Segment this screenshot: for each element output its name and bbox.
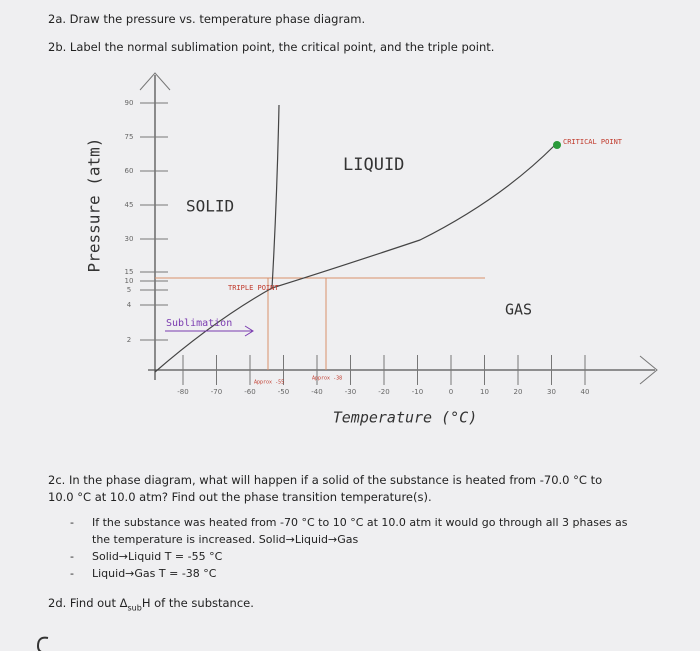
y-tick-label: 90 [125,99,134,107]
melting-curve [271,104,280,289]
answer: - Solid→Liquid T = -55 °C [70,550,223,563]
sublimation-curve [154,287,273,373]
q2d-text: H of the substance. [141,596,254,610]
y-tick-label: 45 [125,201,134,209]
y-tick-label: 30 [125,235,134,243]
answer-text: If the substance was heated from -70 °C … [92,516,628,546]
y-tick-label: 75 [125,133,134,141]
y-tick-label: 4 [127,301,132,309]
question-2a: 2a. Draw the pressure vs. temperature ph… [48,12,366,26]
liquid-label: LIQUID [343,155,404,175]
sublimation-label: Sublimation [166,318,232,329]
x-tick-label: 0 [449,388,453,396]
question-2d: 2d. Find out ΔsubH of the substance. [48,596,254,612]
x-label: Temperature (°C) [333,409,478,427]
x-tick-label: 40 [581,388,590,396]
x-tick-label: 30 [547,388,556,396]
gas-label: GAS [505,301,532,319]
x-tick-label: -70 [211,388,222,396]
answer-text: Liquid→Gas T = -38 °C [92,567,217,580]
answer: - If the substance was heated from -70 °C… [70,516,628,546]
x-tick-label: -10 [412,388,423,396]
arrow-head [244,325,254,337]
x-tick-label: -30 [345,388,356,396]
y-tick-label: 15 [125,268,134,276]
y-tick-label: 60 [125,167,134,175]
answers: - If the substance was heated from -70 °C… [70,514,630,582]
y-arrow [139,72,171,91]
y-label: Pressure (atm) [85,138,104,273]
x-arrow [639,355,658,385]
x-tick-label: -80 [177,388,188,396]
triple-label: TRIPLE POINT [228,284,279,292]
pen-mark [36,636,49,651]
answer: - Liquid→Gas T = -38 °C [70,567,217,580]
y-tick-label: 2 [127,336,131,344]
critical-dot [553,141,561,149]
x-tick-label: -50 [278,388,289,396]
question-2b: 2b. Label the normal sublimation point, … [48,40,495,54]
approx-melt: Approx -55 [254,380,284,386]
vaporization-curve [271,144,556,289]
x-tick-label: -20 [378,388,389,396]
y-tick-label: 5 [127,286,131,294]
x-tick-label: -60 [244,388,255,396]
question-2c: 2c. In the phase diagram, what will happ… [48,473,603,504]
q2d-text: 2d. Find out Δ [48,596,128,610]
x-tick-label: 10 [480,388,489,396]
solid-label: SOLID [186,197,234,216]
y-tick-label: 10 [125,277,134,285]
q2d-sub: sub [127,603,142,613]
x-tick-label: -40 [311,388,322,396]
answer-text: Solid→Liquid T = -55 °C [92,550,223,563]
x-tick-label: 20 [514,388,523,396]
approx-boil: Approx -38 [312,376,342,382]
critical-label: CRITICAL POINT [563,138,623,146]
